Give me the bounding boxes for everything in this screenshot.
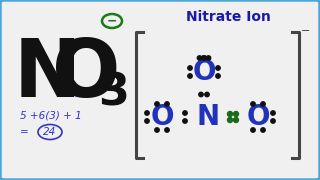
Circle shape	[145, 111, 149, 115]
Circle shape	[251, 102, 255, 106]
Circle shape	[261, 128, 265, 132]
Circle shape	[165, 102, 169, 106]
Circle shape	[155, 102, 159, 106]
Circle shape	[145, 119, 149, 123]
Text: 24: 24	[44, 127, 57, 137]
Text: =: =	[20, 127, 29, 137]
Text: −: −	[301, 26, 310, 36]
Circle shape	[271, 111, 275, 115]
Text: N: N	[14, 36, 81, 114]
Circle shape	[202, 56, 207, 60]
Text: O: O	[52, 36, 120, 114]
Text: −: −	[107, 15, 117, 28]
Text: N: N	[196, 103, 220, 131]
Text: 3: 3	[98, 71, 129, 114]
Circle shape	[205, 92, 209, 97]
Circle shape	[234, 111, 238, 116]
Circle shape	[183, 119, 187, 123]
Circle shape	[197, 56, 202, 60]
Circle shape	[183, 111, 187, 115]
Ellipse shape	[102, 14, 122, 28]
Circle shape	[188, 66, 192, 70]
Text: O: O	[150, 103, 174, 131]
Text: 5 +6(3) + 1: 5 +6(3) + 1	[20, 110, 82, 120]
Circle shape	[206, 56, 211, 60]
Circle shape	[155, 128, 159, 132]
Text: Nitrate Ion: Nitrate Ion	[186, 10, 270, 24]
Circle shape	[201, 56, 206, 60]
Circle shape	[165, 128, 169, 132]
Circle shape	[234, 118, 238, 123]
Circle shape	[261, 102, 265, 106]
Circle shape	[216, 74, 220, 78]
Circle shape	[271, 119, 275, 123]
Circle shape	[216, 66, 220, 70]
Circle shape	[228, 118, 233, 123]
Text: O: O	[246, 103, 270, 131]
Circle shape	[188, 74, 192, 78]
Circle shape	[228, 111, 233, 116]
Circle shape	[199, 92, 203, 97]
Ellipse shape	[38, 125, 62, 140]
Text: O: O	[192, 58, 216, 86]
Circle shape	[251, 128, 255, 132]
